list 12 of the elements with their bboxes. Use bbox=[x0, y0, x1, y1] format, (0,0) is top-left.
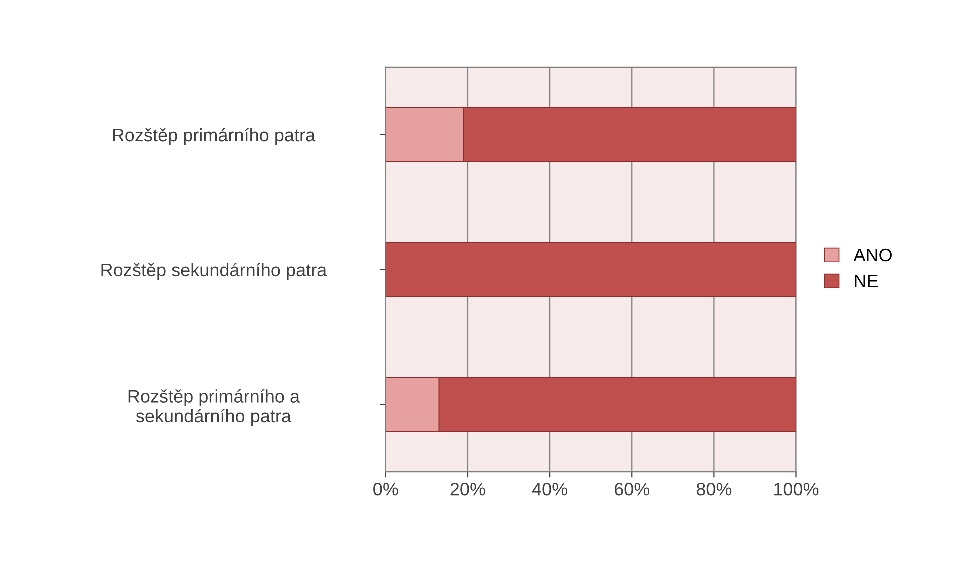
x-tick-label: 20% bbox=[450, 482, 486, 496]
legend-label: ANO bbox=[854, 248, 892, 262]
legend-label: NE bbox=[855, 275, 878, 288]
x-tick-label: 100% bbox=[774, 482, 819, 496]
x-tick-label: 60% bbox=[614, 482, 650, 496]
x-tick-label: 40% bbox=[532, 482, 568, 496]
x-tick-label: 80% bbox=[696, 482, 732, 496]
y-tick-label: Rozštěp sekundárního patra bbox=[102, 263, 328, 280]
x-tick-label: 0% bbox=[374, 482, 398, 496]
bar bbox=[386, 242, 796, 298]
y-tick-label: Rozštěp primárního patra bbox=[113, 128, 316, 146]
y-tick-label: Rozštěp primárního a sekundárního patra bbox=[128, 389, 300, 426]
